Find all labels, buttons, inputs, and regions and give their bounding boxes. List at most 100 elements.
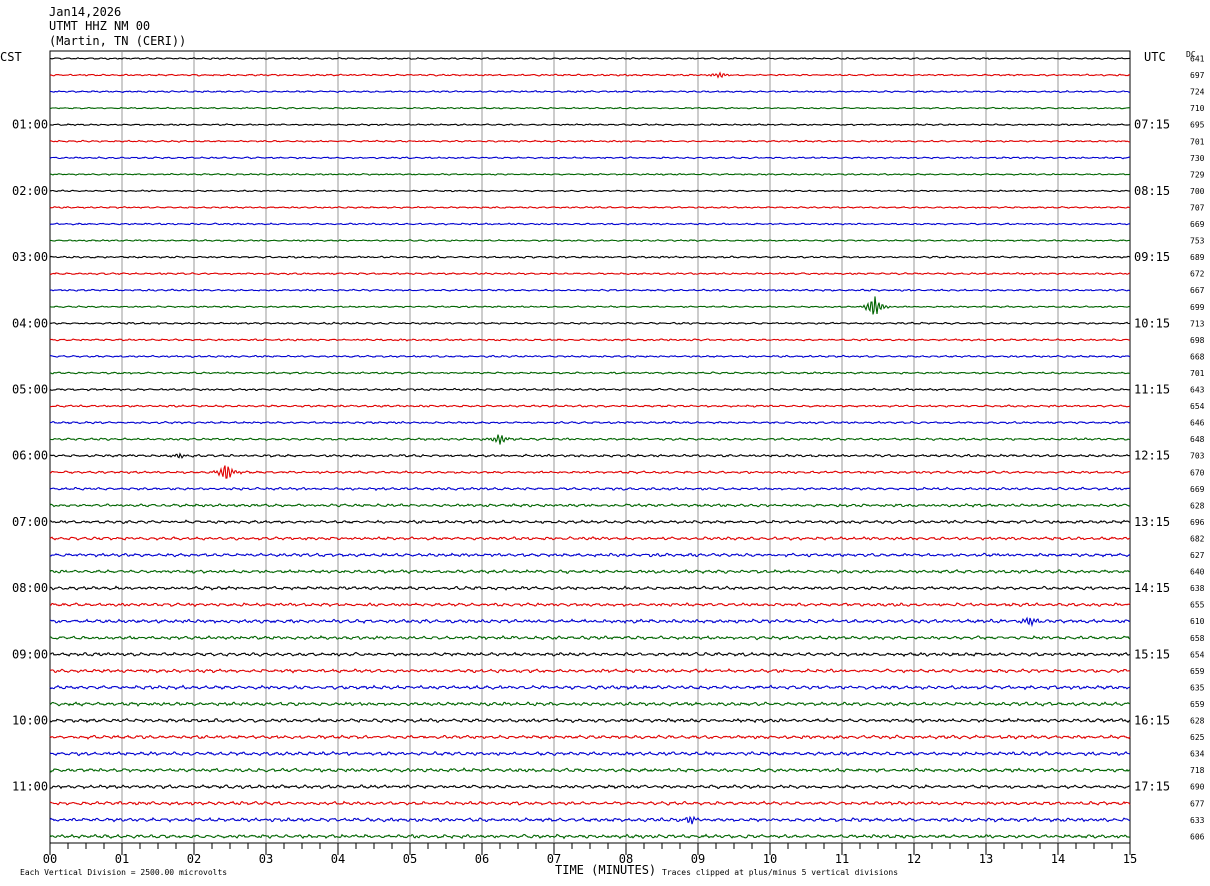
trace-line-44 <box>49 784 1131 790</box>
left-hour-label: 07:00 <box>12 515 48 529</box>
dc-offset-label: 634 <box>1190 750 1205 759</box>
right-hour-label: 07:15 <box>1134 118 1170 132</box>
right-hour-label: 13:15 <box>1134 515 1170 529</box>
right-hour-label: 14:15 <box>1134 581 1170 595</box>
x-tick-label: 10 <box>763 852 777 866</box>
trace-line-39 <box>49 701 1131 707</box>
header-location: (Martin, TN (CERI)) <box>49 34 186 48</box>
trace-line-7 <box>49 172 1131 176</box>
plot-frame <box>49 50 1131 844</box>
trace-line-28 <box>49 519 1131 525</box>
trace-line-15 <box>49 296 1131 315</box>
trace-line-29 <box>49 536 1130 541</box>
trace-line-30 <box>49 552 1131 558</box>
trace-line-23 <box>49 434 1131 445</box>
dc-offset-label: 628 <box>1190 501 1205 510</box>
x-tick-label: 03 <box>259 852 273 866</box>
dc-offset-label: 670 <box>1190 468 1205 477</box>
dc-offset-label: 677 <box>1190 799 1205 808</box>
dc-offset-label: 729 <box>1190 170 1205 179</box>
x-tick-label: 09 <box>691 852 705 866</box>
trace-line-27 <box>49 503 1131 508</box>
dc-offset-label: 707 <box>1190 203 1205 212</box>
trace-line-37 <box>49 668 1131 674</box>
trace-line-17 <box>49 338 1131 342</box>
trace-line-31 <box>49 569 1131 575</box>
trace-line-38 <box>49 684 1131 691</box>
x-tick-label: 15 <box>1123 852 1137 866</box>
dc-offset-label: 648 <box>1190 435 1205 444</box>
dc-offset-label: 710 <box>1190 104 1205 113</box>
trace-line-1 <box>49 71 1131 79</box>
trace-line-34 <box>50 616 1131 628</box>
trace-group <box>49 56 1131 840</box>
trace-line-14 <box>49 288 1131 292</box>
trace-line-22 <box>50 420 1131 425</box>
x-axis-label: TIME (MINUTES) <box>555 863 656 877</box>
left-hour-label: 10:00 <box>12 714 48 728</box>
dc-offset-label: 703 <box>1190 452 1205 461</box>
left-hour-label: 09:00 <box>12 647 48 661</box>
left-timezone-label: CST <box>0 50 22 64</box>
trace-line-19 <box>50 371 1131 375</box>
dc-offset-label: 640 <box>1190 568 1205 577</box>
dc-offset-label: 696 <box>1190 518 1205 527</box>
right-timezone-label: UTC <box>1144 50 1166 64</box>
dc-offset-label: 682 <box>1190 534 1205 543</box>
x-tick-label: 02 <box>187 852 201 866</box>
trace-line-9 <box>49 205 1130 209</box>
dc-offset-label: 698 <box>1190 336 1205 345</box>
left-hour-label: 03:00 <box>12 250 48 264</box>
right-hour-label: 11:15 <box>1134 383 1170 397</box>
right-hour-label: 09:15 <box>1134 250 1170 264</box>
left-hour-label: 02:00 <box>12 184 48 198</box>
dc-offset-label: 658 <box>1190 634 1205 643</box>
dc-offset-label: 625 <box>1190 733 1205 742</box>
dc-offset-label: 659 <box>1190 667 1205 676</box>
dc-offset-label: 638 <box>1190 584 1205 593</box>
trace-line-26 <box>49 486 1131 492</box>
trace-line-16 <box>49 321 1130 325</box>
dc-offset-label: 627 <box>1190 551 1205 560</box>
x-tick-label: 13 <box>979 852 993 866</box>
trace-line-5 <box>50 139 1131 143</box>
dc-offset-label: 713 <box>1190 319 1205 328</box>
trace-line-20 <box>49 387 1131 392</box>
trace-line-0 <box>49 56 1130 61</box>
dc-offset-label: 643 <box>1190 386 1205 395</box>
dc-offset-label: 669 <box>1190 485 1205 494</box>
dc-offset-label: 668 <box>1190 352 1205 361</box>
trace-line-10 <box>49 222 1130 226</box>
trace-line-24 <box>49 452 1131 459</box>
trace-line-6 <box>49 156 1131 160</box>
trace-line-11 <box>49 239 1130 243</box>
x-tick-label: 05 <box>403 852 417 866</box>
dc-offset-label: 667 <box>1190 286 1205 295</box>
left-hour-label: 11:00 <box>12 780 48 794</box>
right-hour-label: 10:15 <box>1134 316 1170 330</box>
dc-offset-label: 701 <box>1190 137 1205 146</box>
right-hour-label: 17:15 <box>1134 780 1170 794</box>
dc-offset-label: 724 <box>1190 88 1205 97</box>
trace-line-40 <box>49 717 1131 724</box>
dc-offset-label: 635 <box>1190 683 1205 692</box>
trace-line-35 <box>49 634 1131 641</box>
left-hour-labels: 01:00 02:00 03:00 04:00 05:00 06:00 07:00 08:00… <box>12 118 48 794</box>
trace-line-45 <box>49 800 1131 806</box>
trace-line-13 <box>49 272 1131 276</box>
dc-offset-label: 641 <box>1190 55 1205 64</box>
trace-line-25 <box>49 465 1131 479</box>
right-hour-label: 15:15 <box>1134 647 1170 661</box>
header-station: UTMT HHZ NM 00 <box>49 19 150 33</box>
header-date: Jan14,2026 <box>49 5 121 19</box>
trace-line-4 <box>49 123 1130 127</box>
trace-line-41 <box>49 734 1131 740</box>
trace-line-43 <box>49 767 1131 773</box>
right-hour-label: 12:15 <box>1134 449 1170 463</box>
dc-offset-label: 646 <box>1190 419 1205 428</box>
trace-line-3 <box>49 106 1131 110</box>
x-tick-label: 07 <box>547 852 561 866</box>
x-tick-label: 08 <box>619 852 633 866</box>
dc-offset-label: 655 <box>1190 601 1205 610</box>
